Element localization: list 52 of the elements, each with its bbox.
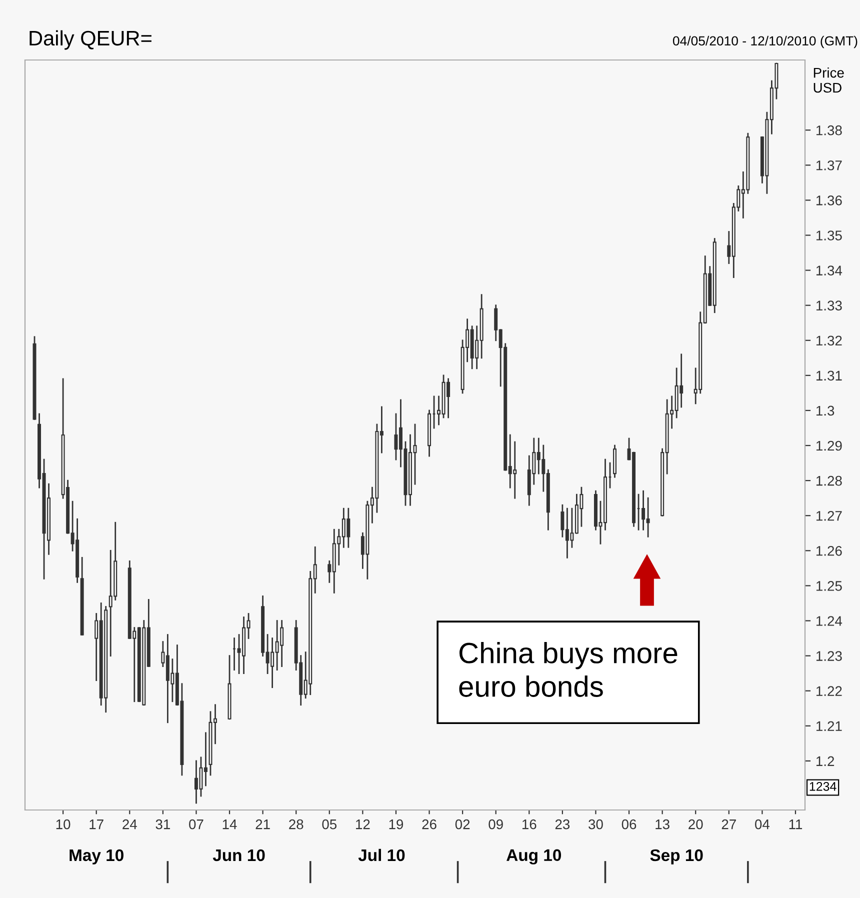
- x-tick-label: 21: [256, 819, 270, 830]
- x-tick-label: 05: [322, 819, 337, 830]
- y-tick-label: 1.23: [816, 651, 842, 661]
- y-tick-label: 1.28: [816, 476, 842, 486]
- y-tick-label: 1.21: [816, 721, 842, 731]
- y-tick-label: 1.31: [816, 370, 842, 381]
- y-tick-label: 1.2: [816, 756, 834, 766]
- annotation: China buys more euro bonds: [459, 642, 678, 697]
- x-tick-label: 30: [588, 819, 603, 830]
- x-tick-label: 12: [356, 819, 370, 830]
- y-tick-label: 1.38: [816, 125, 842, 136]
- y-tick-label: 1.22: [816, 686, 842, 696]
- x-tick-label: 20: [688, 819, 703, 830]
- x2-tick-label: Jul 10: [358, 848, 405, 862]
- x-tick-label: 02: [455, 819, 470, 830]
- x2-tick-label: Sep 10: [650, 849, 703, 864]
- x-tick-label: 09: [488, 819, 503, 830]
- x-tick-label: 13: [656, 819, 670, 830]
- y-tick-label: 1.24: [816, 616, 842, 626]
- x-tick-label: 24: [122, 819, 137, 830]
- x-tick-label: 07: [189, 819, 204, 830]
- x2-tick-label: May 10: [70, 849, 124, 864]
- x-tick-label: 16: [522, 819, 536, 830]
- y-tick-label: 1.32: [816, 336, 842, 346]
- text: 1234: [810, 782, 836, 791]
- x-tick-label: 26: [422, 819, 436, 830]
- y-tick-label: 1.3: [816, 406, 834, 416]
- y-tick-label: 1.36: [816, 196, 842, 206]
- chart-subtitle: 04/05/2010 - 12/10/2010 (GMT): [672, 36, 858, 48]
- x-tick-label: 28: [289, 819, 304, 830]
- y-tick-label: 1.27: [816, 510, 842, 521]
- x-tick-label: 06: [622, 819, 636, 830]
- chart-title: Daily QEUR=: [30, 30, 152, 50]
- x-tick-label: 11: [789, 820, 802, 830]
- x-tick-label: 27: [722, 819, 736, 830]
- y-tick-label: 1.29: [816, 440, 842, 451]
- y-tick-label: 1.26: [816, 546, 842, 556]
- x-tick-label: 04: [755, 819, 770, 830]
- x2-tick-label: Jun 10: [212, 849, 265, 862]
- y-tick-label: 1.35: [816, 230, 842, 240]
- x-tick-label: 17: [90, 820, 104, 830]
- x-tick-label: 10: [56, 819, 70, 830]
- x-tick-label: 23: [555, 819, 570, 830]
- y-tick-label: 1.37: [816, 160, 842, 170]
- y-tick-label: 1.25: [816, 581, 842, 591]
- y-tick-label: 1.33: [816, 300, 842, 310]
- x2-tick-label: Aug 10: [506, 849, 562, 864]
- x-tick-label: 19: [389, 819, 404, 830]
- y-tick-label: 1.34: [816, 266, 842, 276]
- y-axis-title: Price USD: [814, 68, 844, 93]
- x-tick-label: 14: [222, 820, 237, 830]
- x-tick-label: 31: [156, 819, 170, 830]
